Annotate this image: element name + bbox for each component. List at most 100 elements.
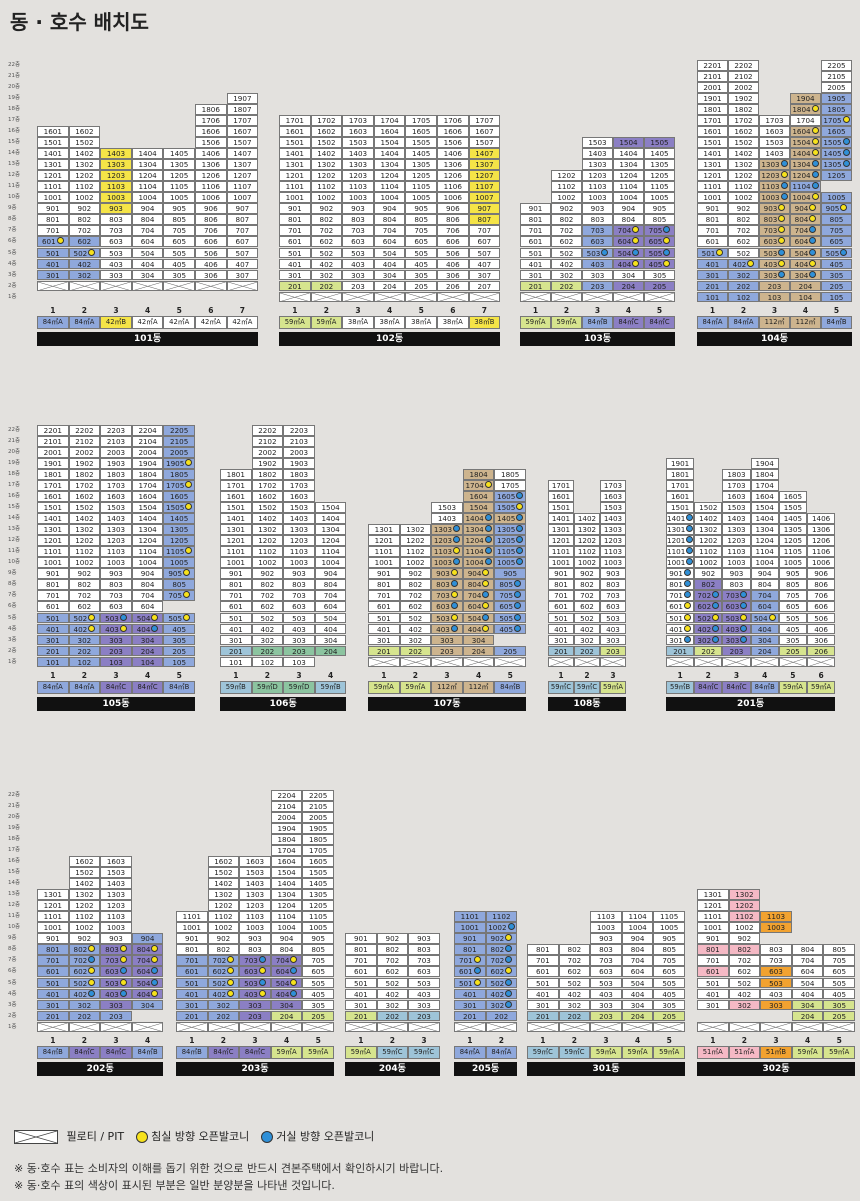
unit-cell[interactable]: 905 (778, 568, 807, 579)
unit-cell[interactable]: 1502 (694, 502, 723, 513)
unit-cell[interactable]: 1004 (314, 557, 347, 568)
unit-cell[interactable]: 1402 (574, 513, 600, 524)
unit-cell[interactable]: 302 (68, 269, 101, 281)
unit-cell[interactable]: 1204 (373, 170, 406, 181)
unit-cell[interactable]: 905 (163, 203, 195, 214)
unit-cell[interactable]: 1004 (373, 192, 406, 203)
unit-cell[interactable]: 301 (37, 999, 69, 1011)
unit-cell[interactable]: 203 (590, 1010, 622, 1022)
unit-cell[interactable]: 402 (68, 258, 101, 270)
unit-cell[interactable]: 701 (220, 590, 252, 602)
unit-cell[interactable]: 505 (823, 977, 855, 989)
unit-cell[interactable]: 405 (302, 988, 334, 1000)
unit-cell[interactable]: 1001 (37, 557, 69, 568)
unit-cell[interactable]: 603 (408, 966, 440, 978)
unit-cell[interactable]: 604 (613, 236, 644, 248)
unit-cell[interactable]: 1302 (207, 889, 240, 900)
unit-cell[interactable]: 1002 (68, 922, 101, 933)
unit-cell[interactable]: 305 (163, 269, 195, 281)
unit-cell[interactable]: 1002 (68, 557, 101, 568)
unit-cell[interactable]: 706 (195, 225, 227, 237)
unit-cell[interactable]: 503 (759, 247, 790, 259)
unit-cell[interactable]: 201 (527, 1010, 559, 1022)
unit-cell[interactable]: 1302 (310, 159, 343, 170)
unit-cell[interactable]: 703 (759, 225, 790, 237)
unit-cell[interactable]: 702 (310, 225, 343, 237)
unit-cell[interactable]: 803 (759, 214, 790, 225)
unit-cell[interactable]: 1102 (251, 546, 284, 557)
unit-cell[interactable]: 503 (100, 247, 132, 259)
unit-cell[interactable]: 1104 (462, 546, 495, 557)
unit-cell[interactable]: 407 (226, 258, 259, 270)
unit-cell[interactable]: 602 (694, 601, 723, 613)
unit-cell[interactable]: 301 (368, 634, 400, 646)
unit-cell[interactable]: 802 (310, 214, 343, 225)
unit-cell[interactable]: 1901 (666, 458, 695, 469)
unit-cell[interactable]: 401 (697, 258, 728, 270)
unit-cell[interactable]: 403 (590, 988, 622, 1000)
unit-cell[interactable]: 1005 (644, 192, 675, 203)
unit-cell[interactable]: 1204 (270, 900, 303, 911)
unit-cell[interactable]: 404 (131, 623, 164, 635)
unit-cell[interactable]: 903 (239, 933, 271, 944)
unit-cell[interactable]: 704 (462, 590, 495, 602)
unit-cell[interactable]: 501 (697, 977, 729, 989)
unit-cell[interactable]: 602 (485, 966, 518, 978)
unit-cell[interactable]: 1203 (582, 170, 613, 181)
unit-cell[interactable]: 301 (548, 634, 574, 646)
unit-cell[interactable]: 805 (163, 214, 195, 225)
unit-cell[interactable]: 1403 (582, 148, 613, 159)
unit-cell[interactable]: 1303 (100, 524, 132, 535)
unit-cell[interactable]: 1101 (176, 911, 208, 922)
unit-cell[interactable]: 1202 (68, 900, 101, 911)
unit-cell[interactable]: 902 (551, 203, 582, 214)
unit-cell[interactable]: 304 (373, 269, 406, 281)
unit-cell[interactable]: 1302 (68, 524, 101, 535)
unit-cell[interactable]: 1102 (399, 546, 432, 557)
unit-cell[interactable]: 1204 (131, 170, 164, 181)
unit-cell[interactable]: 1002 (251, 557, 284, 568)
unit-cell[interactable]: 1203 (759, 170, 790, 181)
unit-cell[interactable]: 606 (807, 601, 836, 613)
unit-cell[interactable]: 206 (437, 280, 469, 292)
unit-cell[interactable]: 805 (823, 944, 855, 955)
unit-cell[interactable]: 704 (373, 225, 406, 237)
unit-cell[interactable]: 501 (368, 612, 400, 624)
unit-cell[interactable]: 901 (345, 933, 377, 944)
unit-cell[interactable]: 405 (823, 988, 855, 1000)
unit-cell[interactable]: 1902 (728, 93, 759, 104)
unit-cell[interactable]: 502 (376, 977, 409, 989)
unit-cell[interactable]: 1006 (195, 192, 227, 203)
unit-cell[interactable]: 502 (68, 247, 101, 259)
unit-cell[interactable]: 2102 (68, 436, 101, 447)
unit-cell[interactable]: 704 (613, 225, 644, 237)
unit-cell[interactable]: 707 (468, 225, 501, 237)
unit-cell[interactable]: 1301 (37, 889, 69, 900)
unit-cell[interactable]: 2101 (37, 436, 69, 447)
unit-cell[interactable]: 501 (220, 612, 252, 624)
unit-cell[interactable]: 906 (437, 203, 469, 214)
unit-cell[interactable]: 1701 (37, 480, 69, 491)
unit-cell[interactable]: 705 (778, 590, 807, 602)
unit-cell[interactable]: 1306 (195, 159, 227, 170)
unit-cell[interactable]: 904 (131, 933, 164, 944)
unit-cell[interactable]: 1007 (468, 192, 501, 203)
unit-cell[interactable]: 304 (270, 999, 303, 1011)
unit-cell[interactable]: 2202 (728, 60, 759, 71)
unit-cell[interactable]: 502 (68, 612, 101, 624)
unit-cell[interactable]: 1202 (574, 535, 600, 546)
unit-cell[interactable]: 1003 (100, 557, 132, 568)
unit-cell[interactable]: 603 (100, 601, 132, 613)
unit-cell[interactable]: 2002 (251, 447, 284, 458)
unit-cell[interactable]: 1102 (68, 911, 101, 922)
unit-cell[interactable]: 1002 (68, 192, 101, 203)
unit-cell[interactable]: 1407 (226, 148, 259, 159)
unit-cell[interactable]: 202 (551, 280, 582, 292)
unit-cell[interactable]: 1301 (279, 159, 311, 170)
unit-cell[interactable]: 602 (574, 601, 600, 613)
unit-cell[interactable]: 505 (778, 612, 807, 624)
unit-cell[interactable]: 2004 (270, 812, 303, 823)
unit-cell[interactable]: 1302 (68, 159, 101, 170)
unit-cell[interactable]: 2105 (821, 71, 852, 82)
unit-cell[interactable]: 1202 (399, 535, 432, 546)
